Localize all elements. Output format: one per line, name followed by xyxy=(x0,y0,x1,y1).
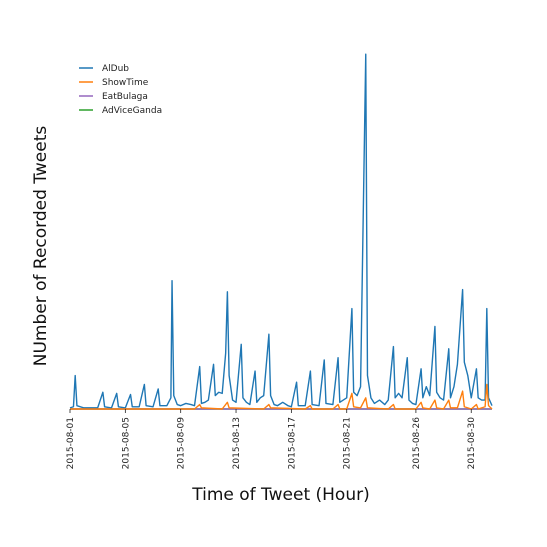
y-axis-label: NUmber of Recorded Tweets xyxy=(31,126,51,367)
x-tick-label: 2015-08-09 xyxy=(177,417,187,470)
x-tick-layer: 2015-08-01 2015-08-05 2015-08-09 2015-08-13… xyxy=(66,409,477,469)
series-layer xyxy=(69,53,493,410)
legend: AlDub ShowTime EatBulaga AdViceGanda xyxy=(79,64,162,116)
x-tick-label: 2015-08-30 xyxy=(467,417,477,470)
x-tick-label: 2015-08-21 xyxy=(343,417,353,469)
legend-label-showtime: ShowTime xyxy=(102,78,149,88)
x-tick-label: 2015-08-01 xyxy=(66,417,76,469)
x-tick-label: 2015-08-17 xyxy=(287,417,297,469)
x-tick-label: 2015-08-13 xyxy=(232,417,242,469)
x-axis-label: Time of Tweet (Hour) xyxy=(191,485,369,505)
legend-label-adviceganda: AdViceGanda xyxy=(102,106,162,116)
series-line-showtime xyxy=(70,383,493,410)
x-tick-label: 2015-08-26 xyxy=(412,417,422,470)
legend-label-eatbulaga: EatBulaga xyxy=(102,92,148,102)
series-line-aldub xyxy=(69,53,493,409)
legend-label-aldub: AlDub xyxy=(102,64,129,74)
x-tick-label: 2015-08-05 xyxy=(121,417,131,469)
